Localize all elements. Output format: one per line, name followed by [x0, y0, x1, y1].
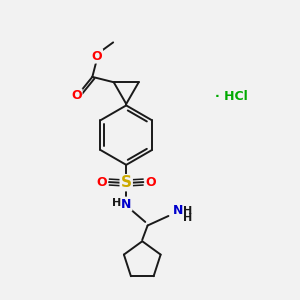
- Text: O: O: [92, 50, 102, 63]
- Text: H: H: [112, 198, 121, 208]
- Text: · HCl: · HCl: [215, 90, 248, 103]
- Text: N: N: [173, 204, 183, 217]
- Text: N: N: [121, 198, 131, 211]
- Text: O: O: [96, 176, 107, 189]
- Text: O: O: [146, 176, 156, 189]
- Text: S: S: [121, 175, 132, 190]
- Text: H: H: [182, 213, 192, 224]
- Text: H: H: [182, 206, 192, 216]
- Text: O: O: [71, 89, 82, 102]
